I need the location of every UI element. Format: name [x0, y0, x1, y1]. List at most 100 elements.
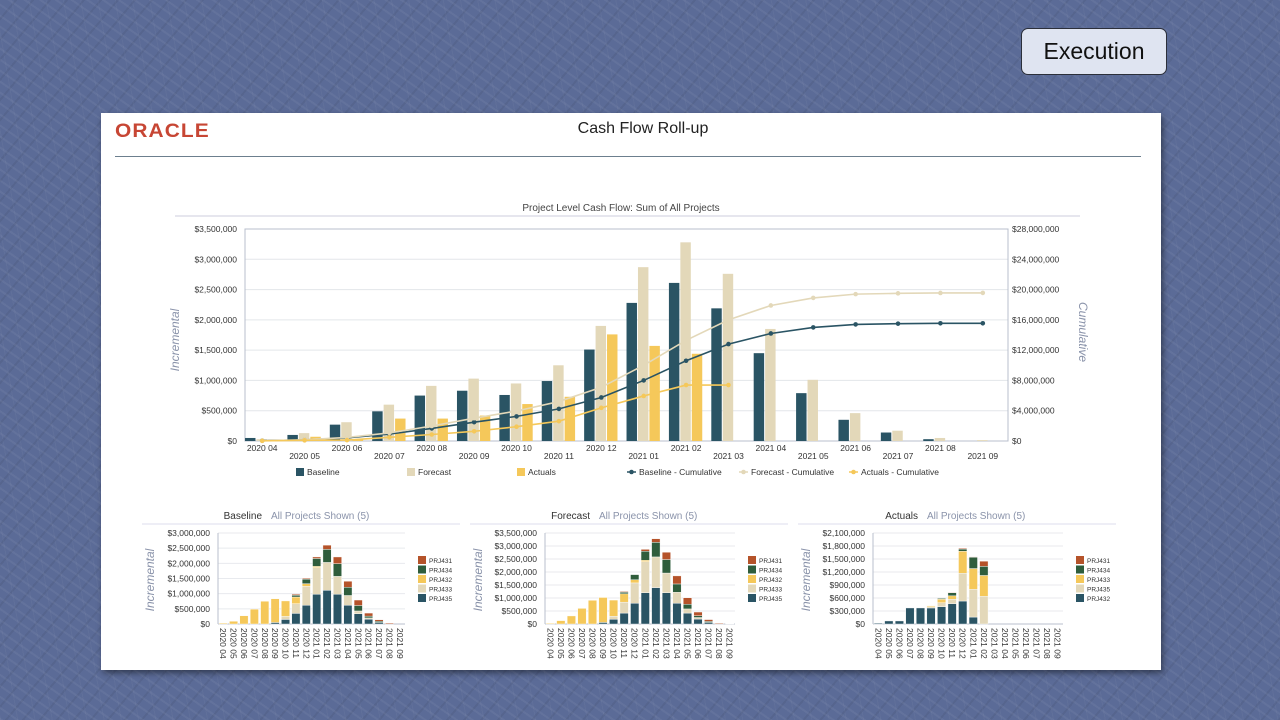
legend-label: Forecast — [418, 467, 452, 477]
x-tick-label: 2020 07 — [249, 628, 259, 659]
stack-prj434 — [979, 566, 989, 576]
y-tick-label: $1,000,000 — [194, 375, 237, 385]
stack-prj433 — [979, 575, 989, 597]
line-point — [810, 325, 816, 330]
stack-prj433 — [291, 603, 301, 614]
y2-axis-label: Cumulative — [1076, 302, 1090, 362]
legend-swatch — [748, 594, 756, 602]
line-point — [556, 399, 562, 404]
stack-prj431 — [301, 577, 311, 580]
x-tick-label: 2021 05 — [683, 628, 693, 659]
small-chart-title: Actuals — [885, 511, 918, 522]
legend-swatch — [418, 594, 426, 602]
stack-prj432 — [598, 597, 608, 623]
line-point — [726, 382, 731, 388]
stack-prj431 — [958, 547, 968, 550]
line-point — [641, 378, 646, 383]
stack-prj435 — [619, 612, 629, 625]
x-tick-label: 2020 10 — [281, 628, 291, 659]
x-tick-label: 2021 09 — [1053, 628, 1063, 659]
bar-forecast — [934, 437, 946, 441]
bar-baseline — [711, 308, 722, 441]
stack-prj435 — [630, 603, 640, 625]
legend-label: Actuals - Cumulative — [861, 467, 939, 477]
stack-prj432 — [968, 616, 978, 625]
stack-prj435 — [281, 619, 290, 625]
legend-swatch — [418, 565, 426, 574]
x-tick-label: 2020 12 — [958, 628, 968, 659]
stack-prj432 — [588, 600, 597, 625]
y-tick-label: $2,000,000 — [194, 315, 237, 325]
stack-prj433 — [343, 595, 353, 606]
y-tick-label: $2,500,000 — [167, 543, 210, 553]
x-tick-label: 2020 09 — [459, 451, 490, 461]
bar-actuals — [479, 415, 491, 441]
y-tick-label: $2,100,000 — [822, 528, 865, 538]
projects-shown-label: All Projects Shown (5) — [271, 511, 369, 522]
bar-forecast — [977, 440, 988, 441]
line-point — [471, 415, 477, 421]
stack-prj433 — [651, 556, 661, 588]
stack-prj432 — [229, 621, 238, 625]
stack-prj435 — [364, 618, 373, 625]
stack-prj433 — [312, 567, 322, 595]
legend-swatch — [1076, 575, 1084, 583]
y-axis-label: Incremental — [471, 548, 485, 611]
y-axis-label: Incremental — [143, 548, 157, 611]
bar-forecast — [341, 422, 352, 441]
stack-prj433 — [947, 595, 957, 600]
title-divider — [115, 156, 1141, 157]
line-point — [853, 322, 858, 327]
stack-prj435 — [270, 622, 280, 625]
stack-prj431 — [683, 597, 692, 605]
line-point — [302, 438, 307, 443]
x-tick-label: 2020 08 — [260, 628, 270, 659]
legend-label: Forecast - Cumulative — [751, 467, 834, 477]
stack-prj433 — [619, 601, 629, 614]
line-point — [514, 414, 519, 419]
bar-baseline — [456, 390, 468, 441]
stack-prj434 — [322, 549, 332, 563]
legend-swatch — [407, 468, 415, 476]
stack-prj432 — [926, 607, 936, 625]
bar-forecast — [298, 433, 310, 441]
x-tick-label: 2020 06 — [239, 628, 249, 659]
stack-prj433 — [937, 599, 947, 603]
legend-swatch — [418, 575, 426, 583]
x-tick-label: 2021 07 — [1032, 628, 1042, 659]
stack-prj432 — [556, 620, 566, 625]
execution-button[interactable]: Execution — [1021, 28, 1167, 75]
bar-forecast — [892, 430, 903, 441]
x-tick-label: 2021 02 — [322, 628, 332, 659]
x-tick-label: 2020 11 — [291, 628, 301, 658]
line-point — [683, 382, 689, 388]
stack-prj431 — [619, 591, 629, 593]
y-axis-label: Incremental — [799, 548, 813, 611]
stack-prj431 — [704, 619, 714, 622]
stack-prj431 — [343, 581, 353, 588]
plot-frame — [244, 228, 1009, 442]
line-point — [514, 408, 519, 414]
y-axis-label: Incremental — [168, 308, 182, 371]
stack-prj434 — [291, 594, 301, 598]
x-tick-label: 2021 01 — [640, 628, 650, 659]
stack-prj435 — [958, 573, 968, 602]
x-tick-label: 2021 09 — [967, 451, 998, 461]
x-tick-label: 2021 06 — [1021, 628, 1031, 659]
legend-swatch — [1076, 594, 1084, 602]
x-tick-label: 2020 05 — [884, 628, 894, 659]
x-tick-label: 2020 11 — [619, 628, 629, 658]
stack-prj434 — [937, 598, 947, 600]
stack-prj435 — [640, 592, 650, 625]
x-tick-label: 2021 04 — [1000, 628, 1010, 659]
legend-label: PRJ433 — [1087, 577, 1111, 584]
x-tick-label: 2020 10 — [501, 443, 532, 453]
y-tick-label: $1,000,000 — [167, 589, 210, 599]
stack-prj431 — [651, 538, 661, 543]
small-chart-title: Baseline — [224, 511, 263, 522]
x-tick-label: 2021 06 — [693, 628, 703, 659]
line-point — [599, 405, 604, 411]
bar-baseline — [287, 434, 298, 441]
stack-prj431 — [979, 560, 989, 567]
x-tick-label: 2021 02 — [671, 443, 702, 453]
